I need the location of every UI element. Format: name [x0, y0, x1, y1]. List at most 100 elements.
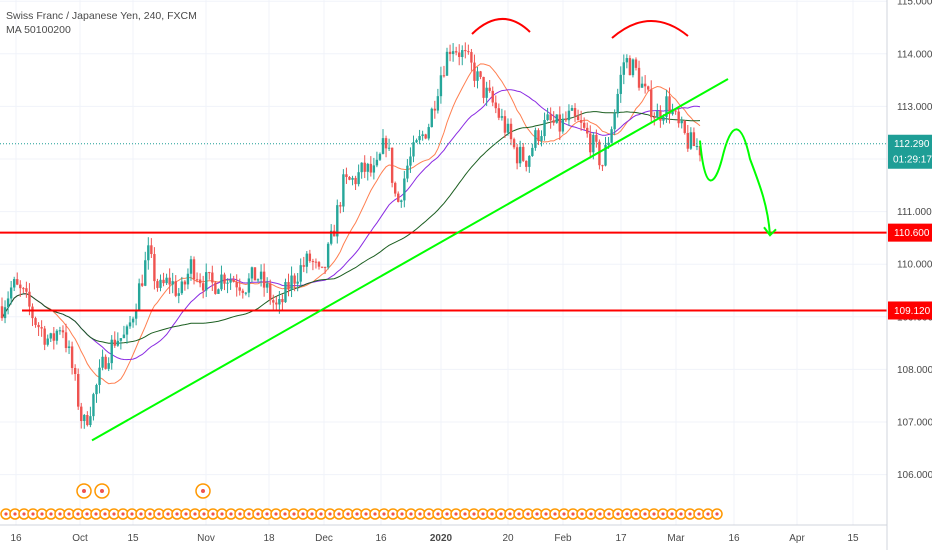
candle-body: [281, 298, 284, 303]
event-marker-dot: [436, 512, 440, 516]
indicator-label: MA 50100200: [6, 24, 71, 36]
event-marker-dot: [49, 512, 53, 516]
candle-body: [43, 328, 46, 345]
candle-body: [461, 50, 464, 57]
candle-body: [500, 116, 504, 118]
event-marker-dot: [355, 512, 359, 516]
event-marker-dot: [202, 512, 206, 516]
event-marker-dot: [4, 512, 8, 516]
candle-body: [393, 182, 397, 194]
candle-body: [125, 326, 129, 335]
candle-body: [430, 108, 433, 128]
level-price-label: 109.120: [894, 306, 931, 317]
candle-body: [211, 272, 214, 283]
chart-grid: [0, 0, 887, 525]
candle-body: [77, 374, 80, 407]
event-marker-dot: [184, 512, 188, 516]
candle-body: [275, 302, 278, 305]
candle-body: [552, 120, 555, 123]
candle-body: [70, 346, 74, 368]
candle-body: [253, 267, 257, 281]
event-marker-dot: [13, 512, 17, 516]
candle-body: [454, 51, 458, 53]
event-marker-dot: [553, 512, 557, 516]
event-marker-dot: [391, 512, 395, 516]
time-axis[interactable]: 16 Oct 15 Nov 18 Dec 16 2020 20 Feb 17 Mar 16 Apr 15: [0, 524, 887, 544]
candle-body: [592, 134, 595, 153]
event-marker-dot: [526, 512, 530, 516]
candle-body: [458, 52, 461, 57]
price-axis[interactable]: 106.000107.000108.000109.000110.000111.0…: [886, 0, 932, 550]
candle-body: [284, 282, 287, 303]
candle-body: [473, 62, 476, 81]
time-tick-label: 16: [10, 533, 22, 544]
candle-body: [378, 153, 382, 160]
candle-body: [293, 275, 296, 284]
candle-body: [476, 71, 479, 81]
candle-body: [223, 274, 226, 284]
event-marker-dot: [688, 512, 692, 516]
candle-body: [116, 340, 120, 346]
candle-body: [622, 62, 625, 75]
time-tick-label: 15: [127, 533, 139, 544]
price-tick-label: 111.000: [897, 207, 932, 218]
candle-body: [689, 132, 693, 149]
candle-body: [86, 415, 89, 426]
event-marker-dot: [544, 512, 548, 516]
event-marker-dot: [175, 512, 179, 516]
candle-body: [640, 83, 644, 88]
candle-body: [314, 261, 318, 263]
right-peak-arc: [611, 20, 689, 39]
time-tick-label: Nov: [197, 533, 215, 544]
event-marker-dot: [382, 512, 386, 516]
candle-body: [589, 133, 592, 153]
candle-body: [147, 245, 150, 261]
candlesticks: [0, 42, 702, 429]
event-marker-dot: [112, 512, 116, 516]
candle-body: [83, 415, 86, 422]
event-marker-dot: [616, 512, 620, 516]
event-marker-dot: [427, 512, 431, 516]
event-marker-dot: [256, 512, 260, 516]
time-tick-label: 15: [847, 533, 859, 544]
drawings: [91, 18, 777, 442]
candle-body: [421, 134, 424, 137]
candle-body: [208, 272, 211, 274]
current-price-tag: [888, 134, 932, 169]
candle-body: [336, 205, 339, 237]
time-tick-label: Apr: [789, 533, 805, 544]
event-marker-dot: [274, 512, 278, 516]
candle-body: [168, 277, 171, 285]
candle-body: [296, 281, 299, 284]
left-peak-arc: [471, 18, 531, 35]
candle-body: [192, 259, 196, 280]
candle-body: [543, 120, 546, 137]
price-tick-label: 108.000: [897, 365, 932, 376]
candle-body: [650, 89, 653, 118]
event-marker-dot: [319, 512, 323, 516]
candle-body: [189, 259, 193, 274]
level-price-label: 110.600: [894, 228, 930, 239]
projection-path: [699, 128, 771, 236]
candle-body: [528, 155, 531, 167]
candle-body: [144, 260, 147, 286]
candle-body: [531, 147, 534, 156]
candle-body: [278, 298, 281, 305]
time-tick-label: Oct: [72, 533, 88, 544]
candle-body: [16, 279, 19, 285]
candle-body: [619, 74, 622, 94]
candle-body: [49, 333, 52, 339]
candle-body: [415, 140, 418, 143]
event-markers: [0, 483, 723, 520]
candle-body: [698, 146, 702, 156]
candle-body: [579, 120, 583, 123]
candle-body: [537, 130, 540, 141]
candle-body: [479, 71, 482, 77]
event-marker-dot: [715, 512, 719, 516]
event-marker-dot: [373, 512, 377, 516]
event-marker-large-dot: [201, 489, 205, 493]
candle-body: [25, 288, 28, 292]
candle-body: [561, 118, 565, 132]
event-marker-dot: [625, 512, 629, 516]
